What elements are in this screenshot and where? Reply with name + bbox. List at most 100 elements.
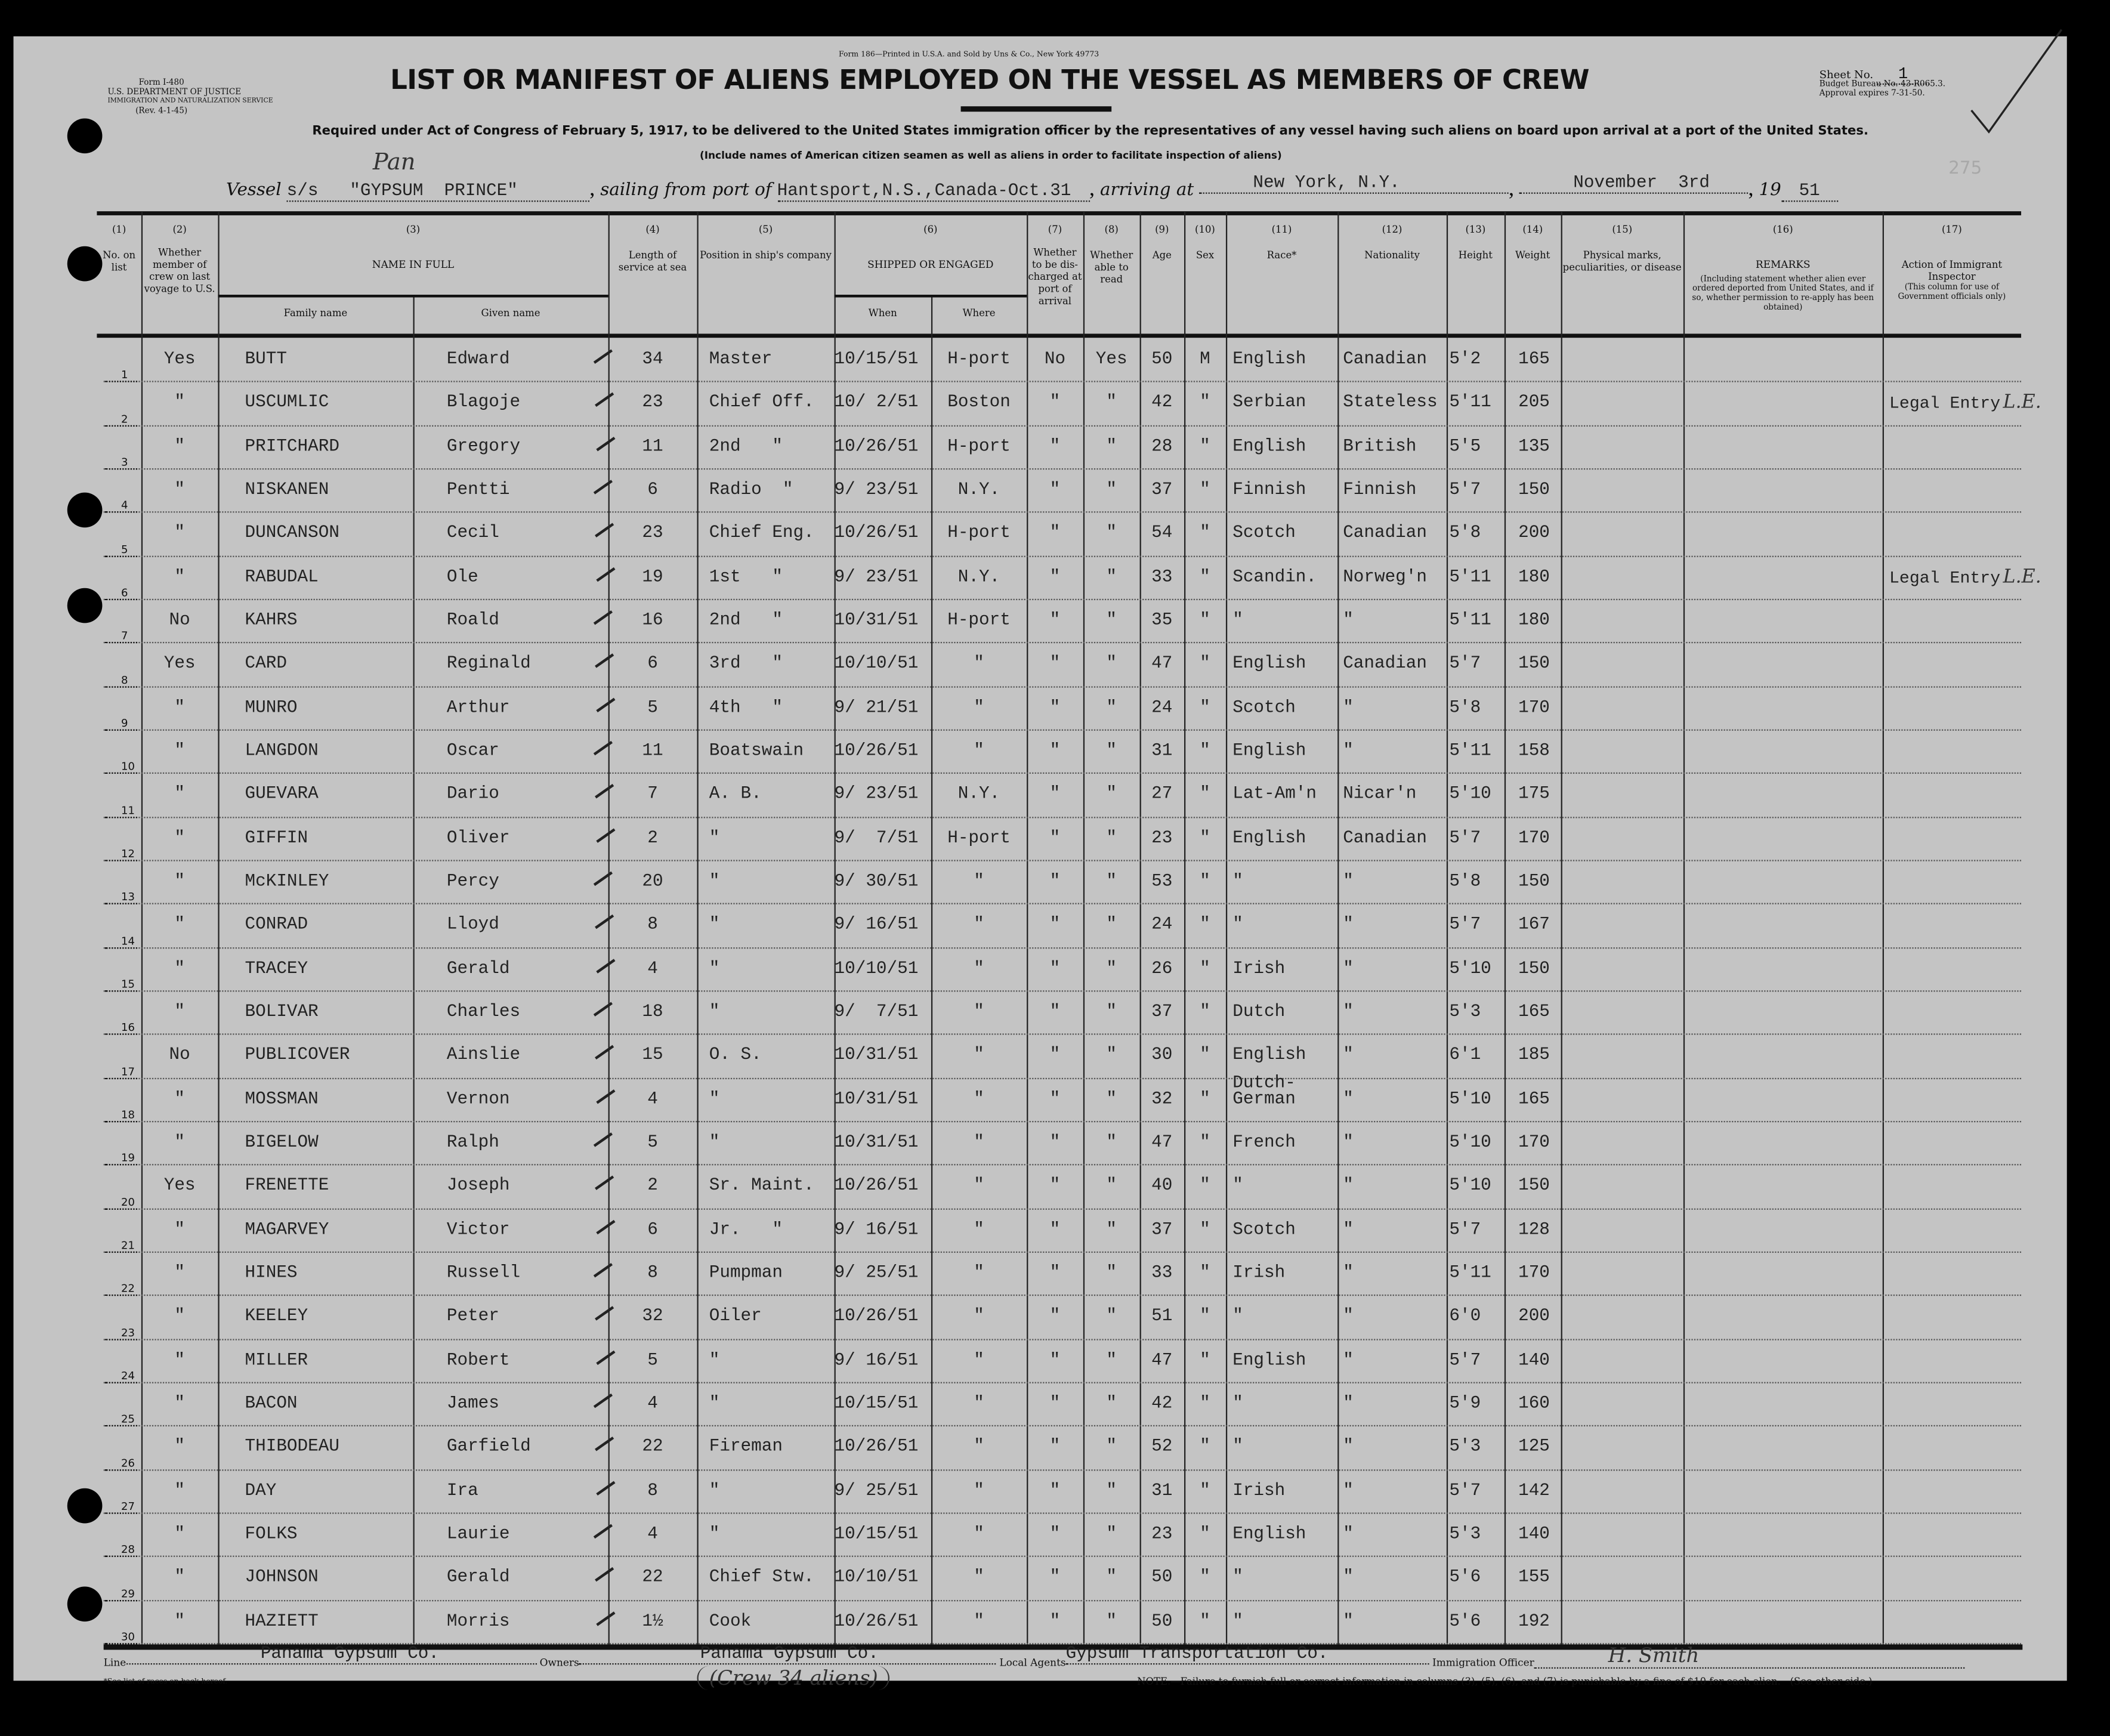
discharge-cell: " — [1049, 1392, 1061, 1413]
given-name-cell: Robert — [446, 1349, 510, 1370]
age-cell: 23 — [1151, 827, 1173, 848]
row-number: 24 — [121, 1370, 135, 1382]
table-row — [103, 1164, 2022, 1166]
table-row — [103, 1425, 2022, 1427]
read-cell: " — [1106, 783, 1117, 804]
given-name-cell: Percy — [446, 870, 499, 891]
age-cell: 27 — [1151, 783, 1173, 804]
column-subheader: When — [868, 307, 897, 319]
age-cell: 35 — [1151, 609, 1173, 630]
position-cell: 1st " — [709, 566, 783, 586]
read-cell: " — [1106, 1436, 1117, 1457]
table-row — [103, 773, 2022, 774]
nationality-cell: " — [1343, 1436, 1354, 1457]
revision: (Rev. 4-1-45) — [135, 106, 188, 116]
row-number-rule — [104, 1512, 138, 1514]
age-cell: 37 — [1151, 1001, 1173, 1022]
discharge-cell: " — [1049, 479, 1061, 499]
position-cell: Sr. Maint. — [709, 1175, 814, 1196]
nationality-cell: " — [1343, 1349, 1354, 1370]
age-cell: 30 — [1151, 1045, 1173, 1065]
column-divider — [413, 296, 415, 1645]
read-cell: " — [1106, 1392, 1117, 1413]
prior-voyage-cell: " — [174, 1132, 185, 1152]
row-number: 29 — [121, 1587, 135, 1600]
read-cell: " — [1106, 609, 1117, 630]
shipped-when-cell: 10/26/51 — [834, 740, 919, 761]
prior-voyage-cell: " — [174, 1523, 185, 1544]
read-cell: " — [1106, 1001, 1117, 1022]
table-row — [103, 1643, 2022, 1645]
column-header: Weight — [1515, 249, 1550, 261]
row-number-rule — [104, 903, 138, 905]
column-divider — [1184, 211, 1186, 1645]
column-header: Sex — [1195, 249, 1215, 261]
shipped-where-cell: " — [974, 1175, 984, 1196]
row-number: 22 — [121, 1283, 135, 1295]
sex-cell: " — [1200, 1305, 1210, 1326]
family-name-cell: LANGDON — [245, 740, 319, 761]
handwritten-initials: L.E. — [2003, 566, 2041, 588]
position-cell: Jr. " — [709, 1218, 783, 1239]
column-number: (12) — [1382, 223, 1402, 236]
given-name-cell: Ira — [446, 1479, 478, 1500]
age-cell: 54 — [1151, 522, 1173, 543]
given-name-cell: Vernon — [446, 1088, 510, 1108]
given-name-cell: Oliver — [446, 827, 510, 848]
nationality-cell: Nicar'n — [1343, 783, 1417, 804]
sex-cell: M — [1200, 348, 1210, 369]
vessel-name: s/s "GYPSUM PRINCE" — [286, 180, 590, 202]
column-header: Nationality — [1364, 249, 1420, 261]
column-header: Race* — [1266, 249, 1297, 261]
weight-cell: 192 — [1518, 1610, 1550, 1631]
punch-hole — [67, 588, 103, 623]
height-cell: 5'8 — [1449, 870, 1481, 891]
weight-cell: 125 — [1518, 1436, 1550, 1457]
shipped-where-cell: " — [974, 1132, 984, 1152]
shipped-when-cell: 10/26/51 — [834, 1175, 919, 1196]
shipped-when-cell: 10/15/51 — [834, 1523, 919, 1544]
row-number-rule — [104, 1556, 138, 1558]
column-divider — [1504, 211, 1506, 1645]
prior-voyage-cell: " — [174, 914, 185, 935]
row-number: 4 — [121, 499, 128, 512]
column-number: (11) — [1271, 223, 1292, 236]
discharge-cell: " — [1049, 957, 1061, 978]
race-cell: Serbian — [1232, 392, 1306, 412]
given-name-cell: Russell — [446, 1262, 521, 1283]
prior-voyage-cell: " — [174, 827, 185, 848]
position-cell: O. S. — [709, 1045, 762, 1065]
weight-cell: 170 — [1518, 1132, 1550, 1152]
race-cell: Scandin. — [1232, 566, 1317, 586]
table-row — [103, 598, 2022, 601]
sex-cell: " — [1200, 609, 1210, 630]
column-number: (1) — [112, 223, 126, 236]
service-length-cell: 20 — [642, 870, 663, 891]
read-cell: " — [1106, 1132, 1117, 1152]
service-length-cell: 22 — [642, 1567, 663, 1587]
nationality-cell: Finnish — [1343, 479, 1417, 499]
column-header: Length of service at sea — [618, 249, 687, 273]
height-cell: 5'10 — [1449, 783, 1491, 804]
read-cell: " — [1106, 653, 1117, 674]
position-cell: " — [709, 1132, 720, 1152]
sex-cell: " — [1200, 1001, 1210, 1022]
row-number-rule — [104, 816, 138, 818]
position-cell: Radio " — [709, 479, 793, 499]
nationality-cell: " — [1343, 696, 1354, 717]
prior-voyage-cell: " — [174, 740, 185, 761]
shipped-where-cell: H-port — [947, 609, 1011, 630]
family-name-cell: PUBLICOVER — [245, 1045, 350, 1065]
race-cell: Lat-Am'n — [1232, 783, 1317, 804]
handwritten-note: Pan — [372, 149, 416, 177]
column-header: Whether able to read — [1090, 249, 1133, 286]
manifest-page — [13, 36, 2067, 1681]
row-number: 21 — [121, 1239, 135, 1252]
race-cell: English — [1232, 348, 1306, 369]
discharge-cell: " — [1049, 1479, 1061, 1500]
age-cell: 50 — [1151, 1567, 1173, 1587]
read-cell: " — [1106, 740, 1117, 761]
table-row — [103, 816, 2022, 818]
age-cell: 26 — [1151, 957, 1173, 978]
given-name-cell: Dario — [446, 783, 499, 804]
